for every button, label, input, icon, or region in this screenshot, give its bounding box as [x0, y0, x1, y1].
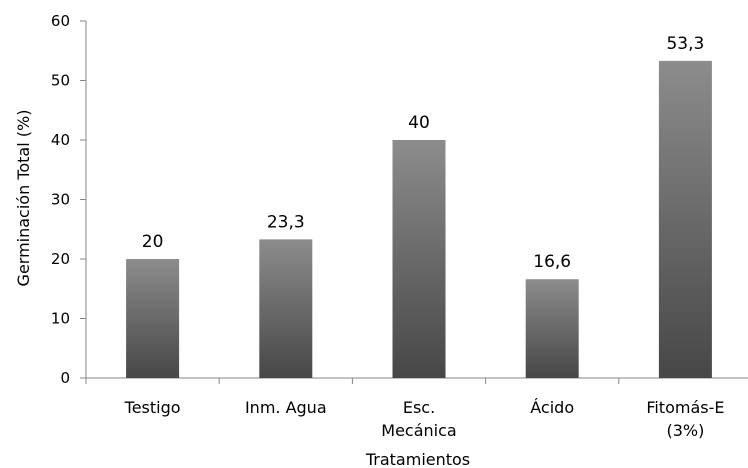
y-tick-label: 40 [51, 131, 70, 149]
category-label: Inm. Agua [245, 398, 327, 417]
bar-4 [658, 60, 712, 379]
data-label: 23,3 [267, 212, 305, 232]
bars [126, 60, 712, 379]
category-label: Esc. [403, 398, 435, 417]
y-tick-label: 0 [60, 369, 70, 387]
bar-2 [392, 140, 446, 378]
bar-1 [259, 239, 313, 378]
data-label: 20 [142, 232, 164, 252]
axes [80, 20, 748, 384]
y-tick-label: 20 [51, 250, 70, 268]
bar-3 [525, 279, 579, 378]
data-label: 53,3 [666, 34, 704, 54]
y-tick-label: 50 [51, 72, 70, 90]
category-label: Fitomás-E [646, 398, 724, 417]
y-tick-label: 30 [51, 191, 70, 209]
bar-0 [126, 259, 180, 378]
category-label: Ácido [530, 398, 574, 417]
y-axis-title: Germinación Total (%) [14, 110, 33, 287]
y-tick-label: 60 [51, 12, 70, 30]
category-label: Testigo [124, 398, 181, 417]
data-label: 16,6 [533, 252, 571, 272]
data-label: 40 [408, 113, 430, 133]
x-axis-title: Tratamientos [365, 450, 470, 468]
category-label: (3%) [666, 421, 704, 440]
labels: 0 10 20 30 40 50 60 20 Testigo 23,3 Inm. Agua 40 Esc… [51, 12, 725, 440]
y-tick-label: 10 [51, 310, 70, 328]
category-label: Mecánica [381, 421, 456, 440]
